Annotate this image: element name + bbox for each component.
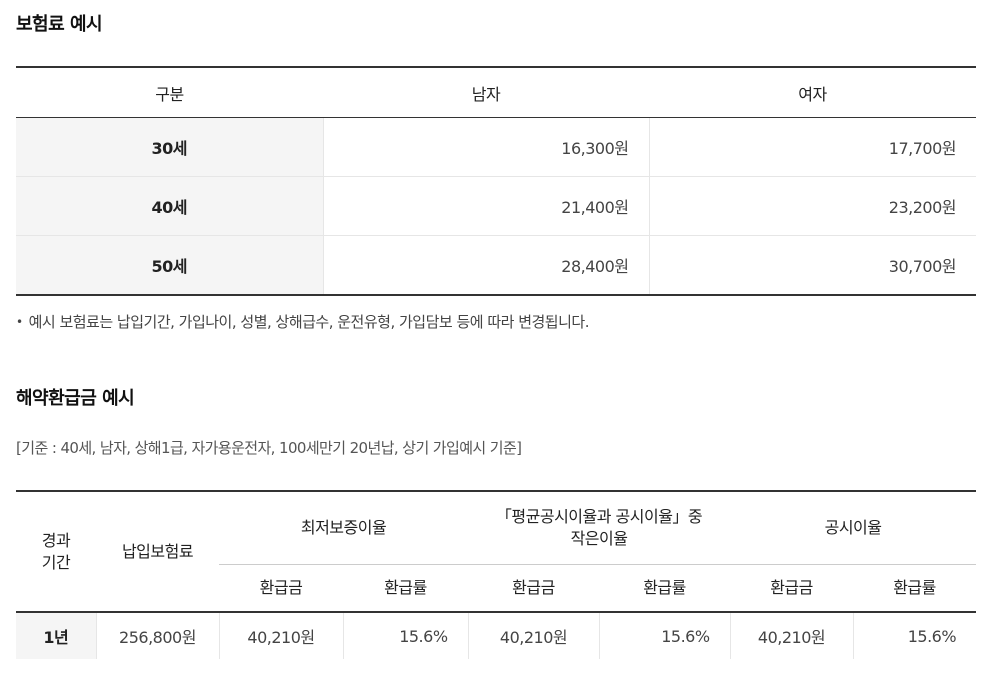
age-cell: 50세 <box>16 235 324 295</box>
age-cell: 40세 <box>16 176 324 236</box>
premium-example-title: 보험료 예시 <box>16 14 103 35</box>
age-cell: 30세 <box>16 117 324 177</box>
male-premium-cell: 16,300원 <box>323 117 650 177</box>
public-rate-refund-amount-cell: 40,210원 <box>730 612 854 659</box>
female-premium-cell: 17,700원 <box>649 117 976 177</box>
refund-example-title: 해약환급금 예시 <box>16 388 135 409</box>
min-rate-refund-amount-cell: 40,210원 <box>219 612 344 659</box>
female-premium-cell: 23,200원 <box>649 176 976 236</box>
table-row: 1년 256,800원 40,210원 15.6% 40,210원 15.6% … <box>16 612 976 659</box>
female-premium-cell: 30,700원 <box>888 257 957 276</box>
table-subheader-row: 환급금 환급률 환급금 환급률 환급금 환급률 <box>16 564 977 613</box>
table-row: 50세 28,400원 30,700원 <box>16 235 976 295</box>
refund-basis-text: [기준 : 40세, 남자, 상해1급, 자가용운전자, 100세만기 20년납… <box>16 439 522 457</box>
male-premium-cell: 21,400원 <box>323 176 650 236</box>
min-rate-refund-rate-cell: 15.6% <box>343 612 469 659</box>
header-refund-rate: 환급률 <box>853 564 977 613</box>
lower-rate-refund-amount-cell: 40,210원 <box>468 612 600 659</box>
refund-example-table: 경과 기간 납입보험료 최저보증이율 「평균공시이율과 공시이율」중 작은이율 … <box>16 490 977 659</box>
premium-example-table: 구분 남자 여자 30세 16,300원 17,700원 40세 21,400원… <box>16 66 976 296</box>
table-row: 30세 16,300원 17,700원 <box>16 117 976 177</box>
header-female: 여자 <box>649 67 976 118</box>
header-lower-of-rates: 「평균공시이율과 공시이율」중 작은이율 <box>468 491 731 565</box>
table-header-row: 경과 기간 납입보험료 최저보증이율 「평균공시이율과 공시이율」중 작은이율 … <box>16 491 977 613</box>
bullet-icon: • <box>16 315 23 329</box>
header-refund-amount: 환급금 <box>468 564 600 613</box>
header-minimum-guaranteed-rate: 최저보증이율 <box>219 491 469 565</box>
header-refund-rate: 환급률 <box>599 564 731 613</box>
public-rate-refund-rate-cell: 15.6% <box>907 626 957 646</box>
header-period: 경과 기간 <box>16 491 96 613</box>
header-refund-rate: 환급률 <box>343 564 469 613</box>
header-refund-amount: 환급금 <box>219 564 343 613</box>
table-row: 40세 21,400원 23,200원 <box>16 176 976 236</box>
premium-note: • 예시 보험료는 납입기간, 가입나이, 성별, 상해급수, 운전유형, 가입담… <box>16 311 589 332</box>
header-category: 구분 <box>16 67 323 118</box>
premium-paid-cell: 256,800원 <box>96 612 220 659</box>
premium-note-text: 예시 보험료는 납입기간, 가입나이, 성별, 상해급수, 운전유형, 가입담보… <box>28 313 590 331</box>
period-cell: 1년 <box>16 612 97 659</box>
header-male: 남자 <box>323 67 649 118</box>
header-public-rate: 공시이율 <box>730 491 977 565</box>
lower-rate-refund-rate-cell: 15.6% <box>599 612 731 659</box>
male-premium-cell: 28,400원 <box>323 235 650 295</box>
header-premium-paid: 납입보험료 <box>96 491 219 613</box>
header-refund-amount: 환급금 <box>730 564 854 613</box>
table-header-row: 구분 남자 여자 <box>16 67 976 118</box>
